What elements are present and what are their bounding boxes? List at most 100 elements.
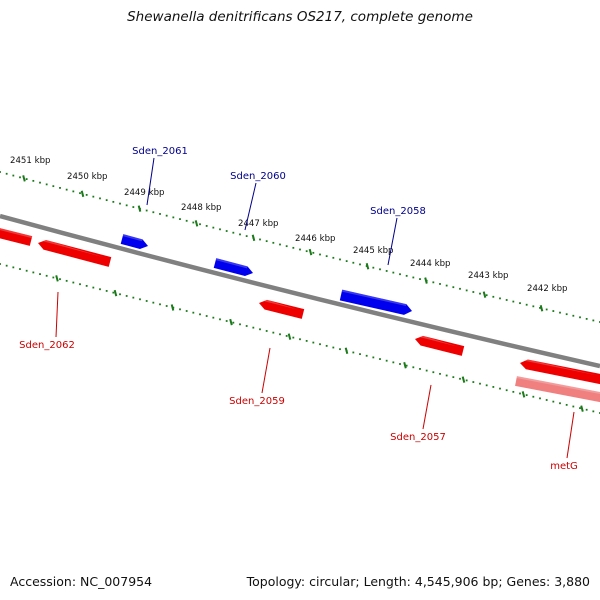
outer-minor-tick	[99, 197, 101, 200]
outer-minor-tick	[185, 219, 188, 222]
inner-major-tick	[521, 391, 526, 398]
inner-minor-tick	[525, 394, 528, 397]
scale-label: 2447 kbp	[238, 219, 279, 229]
outer-minor-tick	[465, 289, 468, 292]
outer-minor-tick	[145, 209, 148, 212]
inner-minor-tick	[279, 333, 281, 336]
inner-minor-tick	[499, 387, 501, 390]
outer-minor-tick	[79, 192, 81, 195]
scale-label: 2446 kbp	[295, 234, 336, 244]
outer-minor-tick	[205, 225, 208, 227]
outer-minor-tick	[0, 171, 1, 173]
gene-label-sden-2059[interactable]: Sden_2059	[229, 396, 285, 407]
outer-minor-tick	[172, 216, 175, 219]
scale-labels: 2451 kbp 2450 kbp 2449 kbp 2448 kbp 2447 kbp…	[10, 156, 568, 294]
outer-minor-tick	[545, 308, 548, 311]
inner-minor-tick	[225, 320, 228, 322]
inner-minor-tick	[372, 356, 375, 359]
inner-minor-tick	[285, 335, 288, 337]
inner-minor-tick	[319, 343, 321, 346]
inner-minor-tick	[359, 353, 361, 356]
gene-label-sden-2061[interactable]: Sden_2061	[132, 146, 188, 157]
inner-minor-tick	[79, 283, 81, 286]
gene-arrow-sden-2058[interactable]	[339, 289, 412, 315]
gene-arrow-highlight	[520, 359, 599, 376]
outer-minor-tick	[132, 206, 135, 208]
outer-minor-tick	[32, 179, 35, 182]
gene-arrow-sden-2060[interactable]	[213, 258, 253, 277]
gene-arrow-highlight	[0, 228, 33, 239]
outer-minor-tick	[552, 310, 555, 312]
gene-label-sden-2062[interactable]: Sden_2062	[19, 340, 75, 351]
inner-minor-tick	[539, 397, 541, 400]
genome-summary-text: Topology: circular; Length: 4,545,906 bp…	[246, 574, 590, 589]
inner-minor-tick	[59, 278, 61, 281]
outer-minor-tick	[259, 238, 261, 241]
outer-minor-tick	[572, 314, 575, 317]
outer-minor-tick	[159, 213, 161, 215]
outer-minor-tick	[112, 200, 115, 203]
outer-minor-tick	[419, 278, 421, 280]
outer-minor-tick	[499, 297, 501, 300]
inner-minor-tick	[92, 286, 95, 289]
outer-minor-tick	[239, 233, 241, 236]
scale-label: 2444 kbp	[410, 259, 451, 269]
gene-arrow-sden-2062[interactable]	[0, 227, 33, 246]
outer-minor-tick	[312, 251, 315, 254]
inner-minor-tick	[432, 371, 435, 374]
gene-arrow-highlight	[341, 289, 407, 307]
outer-minor-tick	[345, 260, 348, 263]
outer-major-tick	[308, 248, 313, 256]
inner-minor-tick	[472, 381, 475, 383]
outer-minor-tick	[525, 303, 528, 306]
inner-minor-tick	[212, 316, 215, 319]
outer-minor-tick	[519, 302, 521, 305]
inner-tick-track	[0, 263, 600, 414]
scale-label: 2449 kbp	[124, 188, 165, 198]
inner-minor-tick	[325, 344, 328, 347]
outer-minor-tick	[319, 253, 321, 256]
outer-minor-tick	[179, 218, 181, 220]
gene-arrow-sden-2057[interactable]	[415, 335, 465, 356]
gene-label-sden-2058[interactable]: Sden_2058	[370, 206, 426, 217]
outer-minor-tick	[19, 176, 21, 179]
inner-minor-tick	[565, 403, 568, 406]
gene-arrow-sden-2062[interactable]	[38, 239, 112, 267]
gene-arrow-metg[interactable]	[520, 359, 600, 385]
gene-arrow-sden-2061[interactable]	[120, 234, 148, 250]
accession-text: Accession: NC_007954	[10, 574, 153, 589]
map-title: Shewanella denitrificans OS217, complete…	[127, 9, 473, 25]
inner-minor-tick	[305, 340, 308, 342]
outer-minor-tick	[285, 245, 288, 248]
inner-minor-tick	[512, 390, 515, 393]
outer-minor-tick	[565, 313, 568, 316]
inner-minor-tick	[159, 303, 161, 306]
outer-major-tick	[424, 277, 428, 284]
gene-label-sden-2060[interactable]: Sden_2060	[230, 171, 286, 182]
inner-minor-tick	[119, 293, 121, 296]
outer-minor-tick	[445, 284, 448, 287]
inner-major-tick	[55, 275, 59, 282]
outer-major-tick	[482, 291, 487, 298]
outer-minor-tick	[92, 195, 95, 198]
outer-minor-tick	[592, 319, 595, 322]
inner-minor-tick	[19, 268, 21, 270]
inner-minor-tick	[105, 290, 108, 292]
outer-minor-tick	[332, 256, 335, 259]
inner-minor-tick	[485, 384, 488, 387]
inner-minor-tick	[492, 386, 495, 388]
inner-minor-tick	[179, 308, 181, 311]
outer-minor-tick	[585, 317, 588, 320]
inner-minor-tick	[99, 288, 101, 291]
outer-major-tick	[365, 262, 370, 270]
gene-label-sden-2057[interactable]: Sden_2057	[390, 432, 446, 443]
gene-arrow-metg[interactable]	[515, 376, 600, 403]
gene-label-metg[interactable]: metG	[550, 461, 578, 472]
scale-label: 2450 kbp	[67, 172, 108, 182]
outer-minor-tick	[385, 270, 388, 272]
inner-minor-tick	[399, 363, 401, 365]
gene-arrow-sden-2059[interactable]	[259, 299, 305, 319]
outer-minor-tick	[225, 230, 228, 232]
inner-minor-tick	[412, 366, 415, 369]
inner-minor-tick	[339, 348, 341, 351]
